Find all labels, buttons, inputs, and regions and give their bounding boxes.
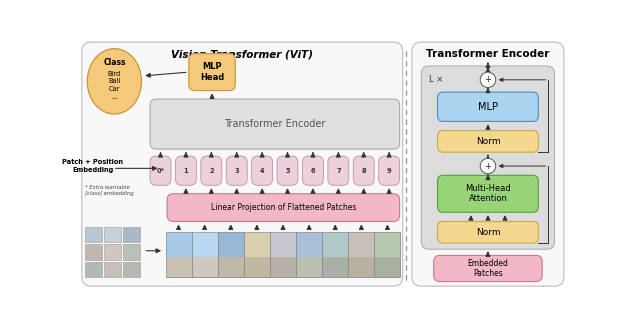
- FancyBboxPatch shape: [438, 175, 538, 212]
- Bar: [323, 232, 348, 277]
- Bar: [123, 244, 140, 260]
- Bar: [104, 262, 121, 277]
- Bar: [85, 227, 102, 242]
- Bar: [374, 232, 401, 277]
- Bar: [270, 257, 296, 277]
- Bar: [104, 227, 121, 242]
- Bar: [123, 262, 140, 277]
- FancyBboxPatch shape: [82, 42, 403, 286]
- Text: Norm: Norm: [476, 228, 500, 237]
- Text: 2: 2: [209, 168, 214, 174]
- FancyBboxPatch shape: [353, 156, 374, 185]
- Text: 7: 7: [336, 168, 341, 174]
- Text: Car: Car: [108, 86, 120, 92]
- Bar: [296, 257, 322, 277]
- Bar: [374, 232, 401, 277]
- Text: Transformer Encoder: Transformer Encoder: [224, 119, 326, 129]
- Text: 9: 9: [387, 168, 391, 174]
- FancyBboxPatch shape: [201, 156, 222, 185]
- FancyBboxPatch shape: [379, 156, 399, 185]
- Bar: [348, 232, 374, 277]
- FancyBboxPatch shape: [438, 222, 538, 243]
- Text: Linear Projection of Flattened Patches: Linear Projection of Flattened Patches: [210, 203, 356, 212]
- Bar: [166, 257, 192, 277]
- Bar: [166, 232, 192, 257]
- Bar: [244, 232, 270, 257]
- Bar: [218, 257, 244, 277]
- Bar: [244, 257, 270, 277]
- Bar: [374, 232, 401, 257]
- Circle shape: [480, 72, 496, 87]
- Bar: [192, 257, 217, 277]
- FancyBboxPatch shape: [189, 54, 235, 91]
- Text: Class: Class: [103, 58, 125, 67]
- Bar: [348, 232, 374, 257]
- Text: Patch + Position
Embedding: Patch + Position Embedding: [62, 159, 123, 173]
- FancyBboxPatch shape: [421, 66, 554, 249]
- Text: Transformer Encoder: Transformer Encoder: [427, 49, 549, 59]
- Bar: [218, 232, 244, 277]
- Text: +: +: [484, 162, 491, 171]
- FancyBboxPatch shape: [433, 255, 542, 281]
- Bar: [296, 232, 322, 277]
- Text: 0*: 0*: [156, 168, 164, 174]
- Bar: [348, 232, 374, 277]
- FancyBboxPatch shape: [150, 156, 171, 185]
- Bar: [348, 257, 374, 277]
- Bar: [296, 232, 322, 257]
- Bar: [323, 232, 348, 277]
- Text: 4: 4: [260, 168, 265, 174]
- Bar: [270, 232, 296, 277]
- Text: Multi-Head
Attention: Multi-Head Attention: [465, 184, 511, 203]
- Bar: [323, 232, 348, 257]
- FancyBboxPatch shape: [251, 156, 273, 185]
- Text: Vision Transformer (ViT): Vision Transformer (ViT): [171, 49, 313, 59]
- Bar: [85, 262, 102, 277]
- Text: 1: 1: [183, 168, 188, 174]
- Bar: [123, 227, 140, 242]
- Circle shape: [480, 158, 496, 174]
- Bar: [218, 232, 244, 257]
- Bar: [166, 232, 192, 277]
- Text: ...: ...: [111, 94, 118, 100]
- Ellipse shape: [88, 49, 142, 114]
- Text: Norm: Norm: [476, 137, 500, 146]
- FancyBboxPatch shape: [328, 156, 349, 185]
- FancyBboxPatch shape: [438, 92, 538, 122]
- Bar: [244, 232, 270, 277]
- Bar: [270, 232, 296, 257]
- Text: 3: 3: [234, 168, 239, 174]
- Text: * Extra learnable
[class] embedding: * Extra learnable [class] embedding: [85, 185, 134, 196]
- Bar: [374, 257, 401, 277]
- Bar: [296, 232, 322, 277]
- Bar: [192, 232, 217, 277]
- Bar: [218, 232, 244, 277]
- Text: MLP
Head: MLP Head: [200, 62, 224, 82]
- FancyBboxPatch shape: [412, 42, 564, 286]
- Bar: [104, 244, 121, 260]
- Text: Embedded
Patches: Embedded Patches: [467, 259, 508, 278]
- FancyBboxPatch shape: [167, 194, 399, 222]
- Text: MLP: MLP: [478, 102, 498, 112]
- Bar: [192, 232, 217, 257]
- Bar: [192, 232, 217, 277]
- Bar: [244, 232, 270, 277]
- Text: 6: 6: [311, 168, 315, 174]
- FancyBboxPatch shape: [302, 156, 323, 185]
- Bar: [323, 257, 348, 277]
- Text: Ball: Ball: [108, 78, 120, 85]
- FancyBboxPatch shape: [226, 156, 247, 185]
- Bar: [166, 232, 192, 277]
- FancyBboxPatch shape: [277, 156, 298, 185]
- FancyBboxPatch shape: [175, 156, 197, 185]
- Text: Bird: Bird: [108, 71, 121, 77]
- Bar: [270, 232, 296, 277]
- FancyBboxPatch shape: [438, 131, 538, 152]
- Text: +: +: [484, 75, 491, 84]
- Text: L ×: L ×: [429, 75, 444, 84]
- Text: 5: 5: [285, 168, 290, 174]
- Text: 8: 8: [362, 168, 366, 174]
- Bar: [85, 244, 102, 260]
- FancyBboxPatch shape: [150, 99, 399, 149]
